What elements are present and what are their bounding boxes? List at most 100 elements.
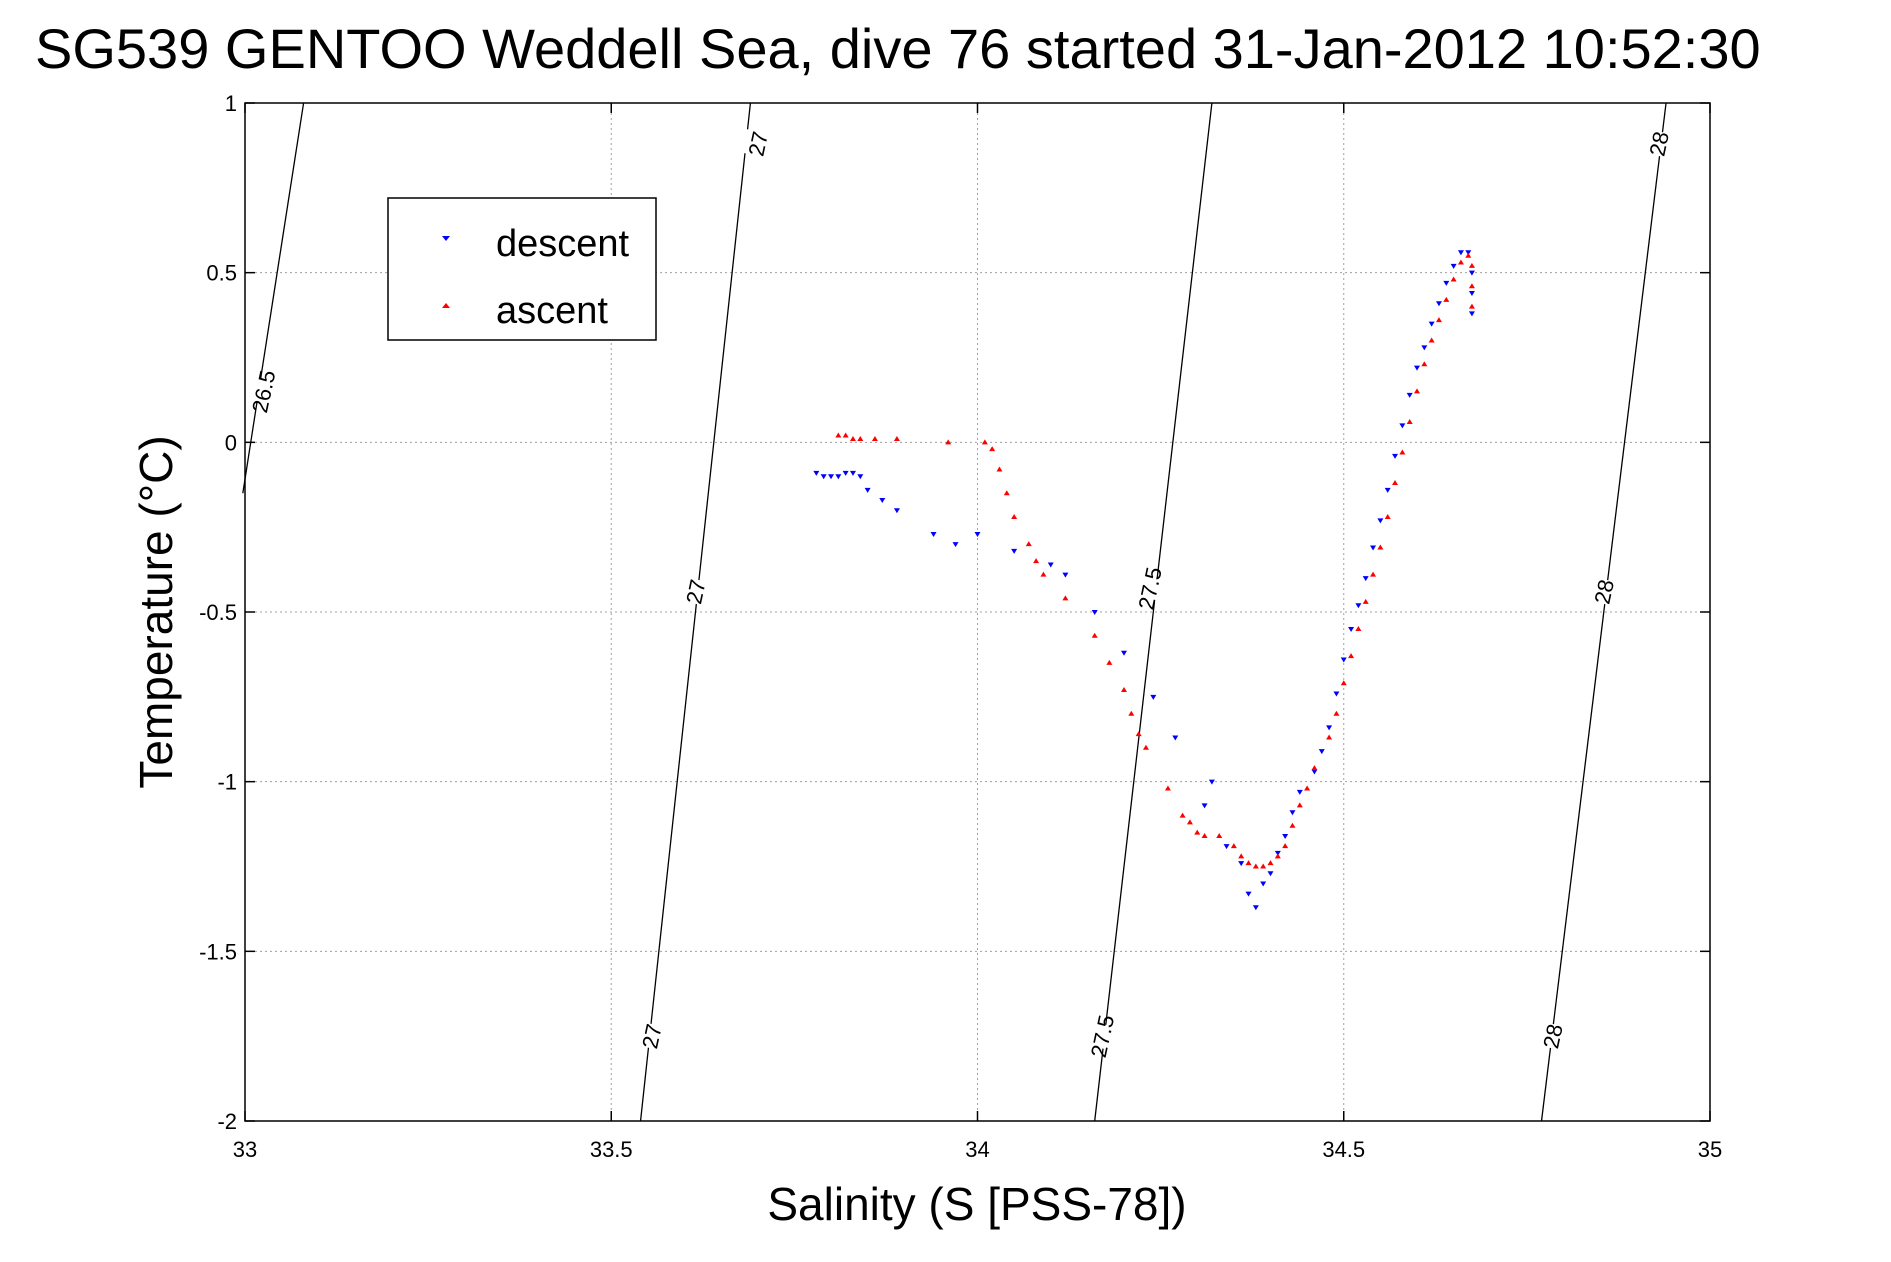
data-point-ascent — [1414, 388, 1420, 394]
data-point-descent — [1326, 725, 1333, 731]
data-point-ascent — [1230, 843, 1237, 849]
contour-label-background — [1524, 1019, 1581, 1054]
data-point-ascent — [1465, 252, 1472, 258]
data-point-ascent — [1106, 659, 1113, 665]
data-point-descent — [1208, 779, 1215, 785]
data-point-ascent — [835, 432, 842, 438]
data-point-descent — [1384, 487, 1391, 493]
data-point-descent — [1011, 548, 1018, 554]
data-point-descent — [828, 474, 834, 480]
data-point-ascent — [1091, 632, 1098, 638]
data-point-descent — [1289, 810, 1296, 816]
data-point-descent — [842, 470, 849, 476]
legend-label-descent: descent — [496, 223, 630, 265]
y-tick-label: -2 — [217, 1109, 237, 1134]
data-point-ascent — [1392, 480, 1399, 486]
contour-label-background — [1630, 126, 1687, 161]
density-contour-26.5 — [242, 102, 305, 494]
data-point-descent — [1150, 694, 1157, 700]
data-point-ascent — [1186, 819, 1193, 825]
data-point-descent — [1333, 691, 1340, 697]
data-point-descent — [1414, 365, 1420, 371]
data-point-ascent — [1128, 710, 1135, 716]
contour-label-background — [1074, 1019, 1130, 1054]
data-point-descent — [1355, 603, 1362, 609]
data-point-descent — [952, 542, 959, 548]
data-point-descent — [1468, 270, 1475, 276]
data-point-descent — [835, 474, 842, 480]
data-point-ascent — [1468, 262, 1475, 268]
data-point-descent — [864, 487, 871, 493]
data-point-ascent — [1468, 303, 1475, 309]
data-point-descent — [1450, 263, 1457, 269]
data-point-ascent — [1370, 571, 1377, 577]
contour-label: 27 — [681, 577, 711, 606]
data-point-ascent — [1164, 785, 1171, 791]
data-point-ascent — [1252, 863, 1259, 869]
legend-marker-ascent — [442, 303, 450, 308]
data-point-ascent — [893, 435, 900, 441]
data-point-descent — [893, 508, 900, 514]
data-point-descent — [879, 498, 886, 504]
x-tick-label: 35 — [1698, 1137, 1722, 1162]
data-point-ascent — [1142, 744, 1149, 750]
data-point-descent — [1091, 610, 1098, 615]
contour-label: 28 — [1538, 1022, 1568, 1051]
y-tick-label: 1 — [225, 91, 237, 116]
data-point-descent — [1201, 803, 1208, 809]
data-point-descent — [1406, 392, 1413, 398]
data-point-descent — [849, 470, 856, 476]
data-point-ascent — [1421, 361, 1428, 367]
contour-label-background — [1121, 571, 1178, 606]
data-point-ascent — [1040, 571, 1047, 577]
data-point-descent — [1238, 861, 1245, 867]
data-point-ascent — [1450, 276, 1457, 282]
data-point-ascent — [1267, 860, 1274, 866]
data-point-ascent — [1033, 558, 1040, 564]
data-point-descent — [813, 470, 820, 476]
data-point-ascent — [1003, 490, 1010, 496]
data-point-ascent — [1135, 731, 1142, 737]
data-point-ascent — [1311, 765, 1318, 771]
data-point-ascent — [1011, 513, 1018, 519]
data-point-ascent — [1333, 710, 1340, 716]
data-point-ascent — [1282, 843, 1289, 849]
data-point-ascent — [1457, 259, 1464, 265]
data-point-ascent — [1399, 449, 1406, 455]
data-point-descent — [1377, 518, 1384, 524]
data-point-descent — [1223, 844, 1230, 850]
data-point-descent — [974, 531, 981, 537]
legend-label-ascent: ascent — [496, 290, 608, 332]
contour-label-background — [729, 126, 786, 161]
data-point-descent — [1340, 657, 1347, 663]
data-point-descent — [1435, 301, 1442, 307]
y-tick-label: -1 — [217, 770, 237, 795]
data-point-descent — [857, 474, 864, 480]
chart-title: SG539 GENTOO Weddell Sea, dive 76 starte… — [35, 17, 1761, 80]
data-point-descent — [1399, 423, 1406, 429]
data-point-ascent — [1443, 296, 1450, 302]
x-tick-label: 33 — [233, 1137, 257, 1162]
contour-label-background — [1575, 574, 1632, 609]
data-point-descent — [1172, 735, 1179, 741]
data-point-descent — [1260, 881, 1267, 887]
contour-label: 27 — [637, 1022, 667, 1051]
data-point-ascent — [1062, 595, 1069, 601]
legend-marker-descent — [442, 236, 450, 241]
data-point-ascent — [1216, 832, 1223, 838]
x-tick-label: 34 — [965, 1137, 989, 1162]
density-contour-27 — [639, 102, 752, 1122]
x-axis-label: Salinity (S [PSS-78]) — [767, 1178, 1186, 1230]
y-axis-label: Temperature (°C) — [130, 435, 182, 788]
data-point-ascent — [945, 439, 952, 445]
contour-label-background — [235, 374, 292, 409]
data-point-ascent — [1201, 832, 1208, 838]
data-points — [813, 250, 1475, 911]
data-point-descent — [1370, 545, 1377, 551]
data-point-ascent — [1384, 513, 1391, 519]
data-point-ascent — [1435, 317, 1442, 323]
data-point-ascent — [842, 432, 849, 438]
data-point-ascent — [996, 466, 1003, 472]
data-point-descent — [1318, 749, 1325, 755]
data-point-descent — [1428, 321, 1435, 327]
